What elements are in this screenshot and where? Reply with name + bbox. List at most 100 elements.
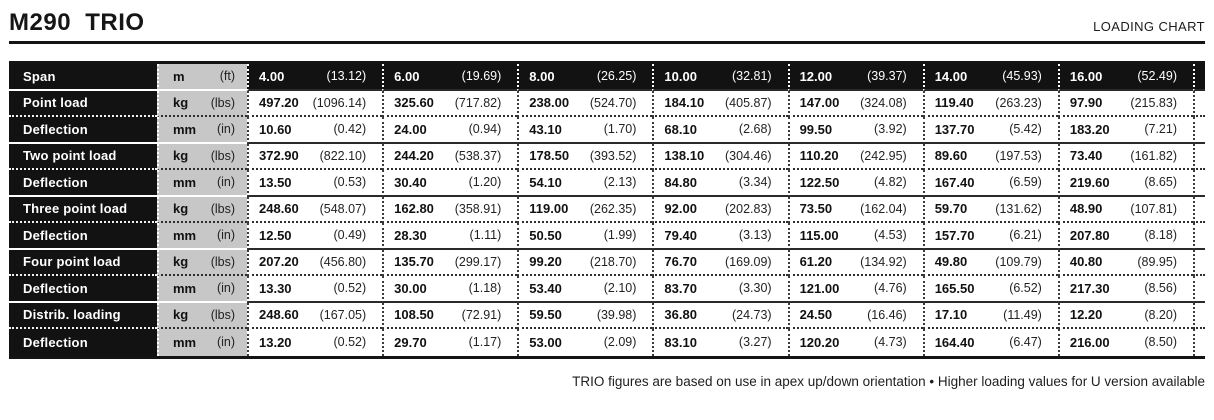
data-cell: 207.20 (456.80) xyxy=(247,249,383,276)
row-label-cell: Deflection xyxy=(9,170,157,197)
table-row: Deflection mm (in) 10.60 (0.42) 24.00 (0.94) 43… xyxy=(9,117,1205,144)
imperial-value: (161.82) xyxy=(1130,148,1177,163)
unit-metric-label: mm xyxy=(173,334,197,350)
unit-metric-label: kg xyxy=(173,201,189,217)
data-cell: 73.50 (162.04) xyxy=(787,196,923,223)
data-cell: 164.40 (6.47) xyxy=(922,329,1058,356)
data-cell: 244.20 (538.37) xyxy=(382,143,518,170)
unit-imperial-label: (in) xyxy=(216,281,235,296)
unit-cell: kg (lbs) xyxy=(157,143,247,170)
imperial-value: (218.70) xyxy=(589,254,637,269)
imperial-value: (6.47) xyxy=(1009,335,1042,350)
loading-chart-label: LOADING CHART xyxy=(1093,19,1205,34)
metric-value: 24.50 xyxy=(799,307,833,323)
unit-cell: mm (in) xyxy=(157,170,247,197)
imperial-value: (299.17) xyxy=(454,254,502,269)
metric-value: 59.50 xyxy=(529,307,562,323)
unit-imperial-label: (ft) xyxy=(219,69,235,84)
data-cell: 68.10 (2.68) xyxy=(652,117,788,144)
imperial-value: (456.80) xyxy=(319,254,367,269)
imperial-value: (26.25) xyxy=(596,69,637,84)
metric-value: 135.70 xyxy=(394,254,434,270)
data-cell: 135.70 (299.17) xyxy=(382,249,518,276)
metric-value: 178.50 xyxy=(529,148,570,164)
data-cell: 13.30 (0.52) xyxy=(247,276,383,303)
row-label-cell: Three point load xyxy=(9,196,157,223)
unit-cell: mm (in) xyxy=(157,329,247,356)
imperial-value: (24.73) xyxy=(731,307,772,322)
unit-cell: kg (lbs) xyxy=(157,249,247,276)
metric-value: 164.40 xyxy=(934,334,975,350)
metric-value: 13.20 xyxy=(259,334,292,350)
metric-value: 83.70 xyxy=(664,280,697,296)
data-cell: 40.80 (89.95) xyxy=(1057,249,1193,276)
imperial-value: (358.91) xyxy=(454,201,502,216)
imperial-value: (5.42) xyxy=(1009,122,1042,137)
data-cell: 157.70 (6.21) xyxy=(922,223,1058,250)
data-cell: 10.00 (32.81) xyxy=(652,64,788,91)
metric-value: 165.50 xyxy=(934,280,975,296)
metric-value: 6.00 xyxy=(394,68,420,84)
data-cell: 99.20 (218.70) xyxy=(517,249,653,276)
imperial-value: (6.52) xyxy=(1009,281,1042,296)
data-cell: 147.00 (324.08) xyxy=(787,90,923,117)
data-cell: 216.00 (8.50) xyxy=(1057,329,1193,356)
metric-value: 54.10 xyxy=(529,174,562,190)
data-cell: 13.50 (0.53) xyxy=(247,170,383,197)
unit-cell: mm (in) xyxy=(157,223,247,250)
imperial-value: (1.99) xyxy=(603,228,637,243)
loading-table: Span m (ft) 4.00 (13.12) 6.00 (19.69) 8.00 (26.2… xyxy=(9,61,1205,359)
data-cell: 325.60 (717.82) xyxy=(382,90,518,117)
metric-value: 119.40 xyxy=(934,95,974,111)
data-cell: 12.20 (8.20) xyxy=(1057,302,1193,329)
imperial-value: (197.53) xyxy=(995,148,1042,163)
row-label-cell: Deflection xyxy=(9,276,157,303)
data-cell: 137.70 (5.42) xyxy=(922,117,1058,144)
imperial-value: (167.05) xyxy=(319,307,367,322)
data-cell: 29.70 (1.17) xyxy=(382,329,517,356)
data-cell: 53.00 (2.09) xyxy=(517,329,652,356)
data-cell: 61.20 (134.92) xyxy=(787,249,923,276)
data-cell: 83.10 (3.27) xyxy=(652,329,787,356)
data-cell: 248.60 (548.07) xyxy=(247,196,383,223)
metric-value: 79.40 xyxy=(664,227,697,243)
unit-imperial-label: (lbs) xyxy=(210,307,235,322)
unit-imperial-label: (lbs) xyxy=(210,148,235,163)
imperial-value: (0.42) xyxy=(333,122,367,137)
metric-value: 49.80 xyxy=(934,254,968,270)
metric-value: 53.40 xyxy=(529,280,562,296)
data-cell: 138.10 (304.46) xyxy=(652,143,788,170)
data-cell: 119.00 (262.35) xyxy=(517,196,653,223)
data-cell: 219.60 (8.65) xyxy=(1057,170,1193,197)
metric-value: 30.40 xyxy=(394,174,427,190)
unit-metric-label: kg xyxy=(173,254,189,270)
metric-value: 48.90 xyxy=(1069,201,1103,217)
table-row: Distrib. loading kg (lbs) 248.60 (167.05) 108… xyxy=(9,302,1205,329)
row-label-cell: Deflection xyxy=(9,223,157,250)
data-cell: 97.90 (215.83) xyxy=(1057,90,1193,117)
data-cell: 14.00 (45.93) xyxy=(922,64,1058,91)
imperial-value: (19.69) xyxy=(461,69,502,84)
metric-value: 157.70 xyxy=(934,227,975,243)
data-cell: 497.20 (1096.14) xyxy=(247,90,383,117)
row-label-cell: Span xyxy=(9,64,157,91)
imperial-value: (109.79) xyxy=(995,254,1042,269)
metric-value: 30.00 xyxy=(394,280,427,296)
unit-cell: kg (lbs) xyxy=(157,90,247,117)
data-cell: 372.90 (822.10) xyxy=(247,143,383,170)
page-title: M290 TRIO xyxy=(9,9,145,36)
metric-value: 68.10 xyxy=(664,121,697,137)
imperial-value: (131.62) xyxy=(995,201,1042,216)
data-cell: 16.00 (52.49) xyxy=(1057,64,1193,91)
metric-value: 16.00 xyxy=(1069,68,1103,84)
data-cell: 24.00 (0.94) xyxy=(382,117,518,144)
metric-value: 248.60 xyxy=(259,201,299,217)
metric-value: 244.20 xyxy=(394,148,434,164)
metric-value: 73.50 xyxy=(799,201,833,217)
data-cell: 79.40 (3.13) xyxy=(652,223,788,250)
unit-imperial-label: (in) xyxy=(216,175,235,190)
metric-value: 13.50 xyxy=(259,174,292,190)
metric-value: 184.10 xyxy=(664,95,705,111)
imperial-value: (45.93) xyxy=(1002,69,1042,84)
metric-value: 73.40 xyxy=(1069,148,1103,164)
